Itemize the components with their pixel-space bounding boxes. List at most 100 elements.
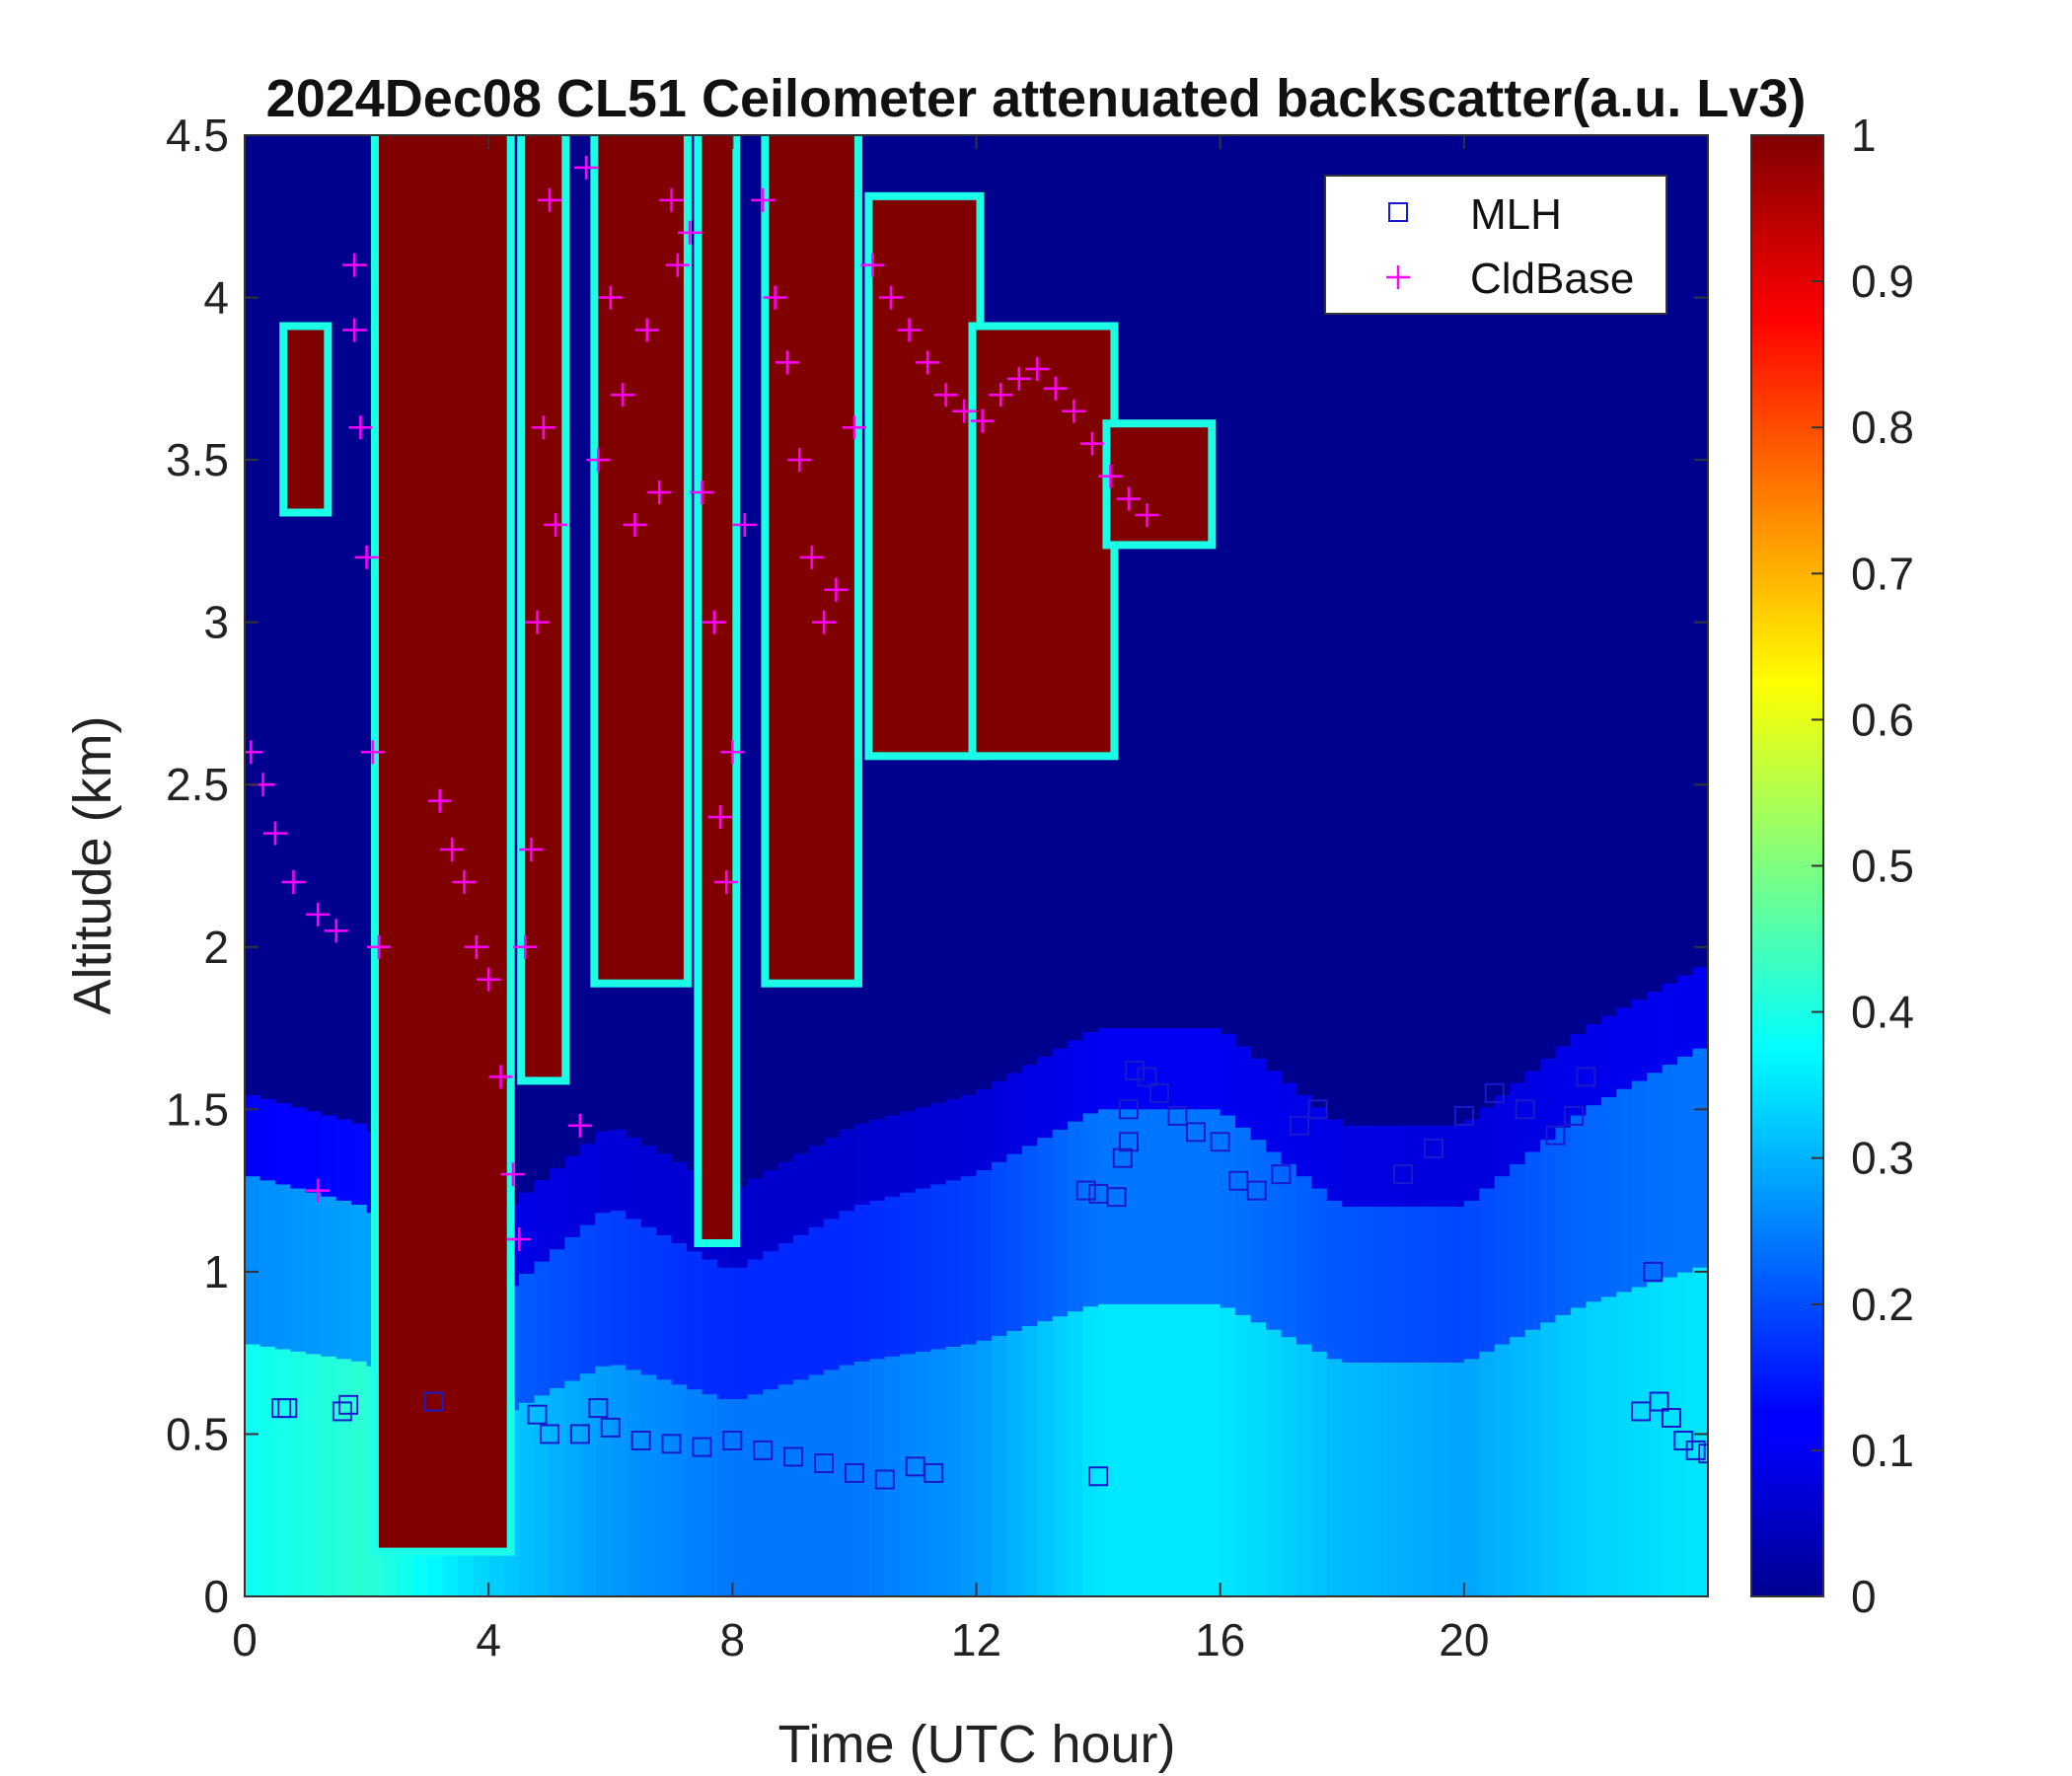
heatmap-cell [290,1188,307,1353]
heatmap-cell [259,1180,276,1348]
cldbase-point [500,1162,525,1187]
y-tick-label: 2.5 [166,759,229,810]
heatmap-cell [1205,1028,1221,1110]
cloud-region [598,135,684,980]
heatmap-cell [1662,983,1678,1066]
heatmap-cell [1387,1207,1404,1364]
heatmap-cell [1006,1330,1023,1596]
heatmap-cell [1479,1107,1496,1190]
heatmap-cell [1098,1303,1115,1596]
heatmap-cell [1616,1292,1633,1596]
heatmap-cell [1372,1207,1389,1364]
heatmap-cell [1158,1303,1175,1596]
heatmap-cell [915,1107,931,1190]
heatmap-cell [1647,1073,1664,1284]
mlh-point [1643,1261,1664,1282]
heatmap-cell [564,1380,581,1596]
cldbase-point [952,399,977,423]
heatmap-cell [747,1259,764,1395]
heatmap-cell [1326,1359,1343,1596]
heatmap-cell [1174,1028,1191,1110]
cldbase-point [440,838,465,862]
heatmap-cell [1616,1088,1633,1294]
heatmap-cell [1311,1188,1328,1353]
cldbase-point [916,350,940,375]
mlh-point [1210,1132,1230,1152]
y-tick-label: 1 [203,1246,229,1297]
heatmap-cell [1311,1107,1328,1190]
heatmap-cell [763,1389,779,1596]
cldbase-point [751,187,776,212]
heatmap-cell [595,1213,612,1368]
heatmap-cell [274,1184,291,1351]
mlh-point [1106,1187,1127,1208]
cldbase-point [348,415,373,440]
cldbase-point [537,187,561,212]
heatmap-cell [930,1184,947,1351]
cldbase-point [787,448,812,473]
heatmap-cell [1068,1121,1084,1312]
heatmap-cell [763,1251,779,1390]
heatmap-cell [1540,1140,1557,1323]
heatmap-cell [1174,1303,1191,1596]
heatmap-cell [305,1354,322,1596]
heatmap-cell [656,1234,673,1380]
colorbar-tick-label: 0.9 [1851,256,1914,307]
heatmap-cell [991,1335,1007,1596]
heatmap-cell [640,1374,657,1596]
cldbase-point [970,408,995,433]
heatmap-cell [671,1243,688,1385]
colorbar-tick-label: 0.3 [1851,1133,1914,1184]
cldbase-point [707,805,732,830]
colorbar-tick-label: 0.5 [1851,841,1914,892]
heatmap-cell [686,1251,703,1390]
cloud-region [976,330,1111,753]
legend-cldbase-label: CldBase [1470,255,1634,303]
heatmap-cell [1068,1040,1084,1123]
heatmap-cell [1113,1028,1130,1110]
heatmap-cell [1235,1127,1252,1316]
heatmap-cell [793,1234,810,1380]
cloud-region [872,199,977,753]
heatmap-cell [839,1129,855,1212]
mlh-point [1185,1122,1206,1143]
heatmap-cell [1068,1311,1084,1596]
heatmap-cell [1494,1176,1511,1346]
y-tick-label: 0.5 [166,1408,229,1459]
cldbase-point [623,512,647,537]
heatmap-cell [321,1196,337,1358]
mlh-point [1393,1164,1414,1185]
y-tick-label: 1.5 [166,1083,229,1135]
heatmap-cell [1144,1303,1160,1596]
heatmap-cell [1616,1007,1633,1090]
heatmap-cell [900,1111,917,1194]
heatmap-cell [793,1379,810,1596]
cldbase-point [1062,399,1086,423]
heatmap-cell [1631,999,1648,1082]
cldbase-point [1043,376,1068,401]
heatmap-cell [747,1394,764,1596]
heatmap-cell [1266,1329,1283,1596]
mlh-point [692,1437,712,1457]
cldbase-point [306,902,331,926]
legend-cldbase-marker [1386,265,1410,289]
mlh-point [1576,1067,1596,1087]
heatmap-cell [1266,1151,1283,1331]
heatmap-cell [259,1099,276,1181]
x-tick-label: 12 [951,1614,1001,1665]
heatmap-cell [869,1200,886,1360]
heatmap-cell [1281,1082,1297,1165]
cldbase-point [427,788,452,813]
heatmap-cell [1418,1207,1435,1364]
heatmap-cell [610,1129,627,1212]
y-tick-label: 4 [203,272,229,324]
y-tick-label: 3.5 [166,434,229,485]
colorbar-tick-label: 0 [1851,1571,1877,1622]
heatmap-cell [1281,1337,1297,1596]
mlh-point [1289,1115,1309,1136]
heatmap-cell [335,1359,352,1596]
cldbase-point [262,821,287,846]
heatmap-cell [824,1369,841,1596]
heatmap-cell [549,1167,566,1250]
